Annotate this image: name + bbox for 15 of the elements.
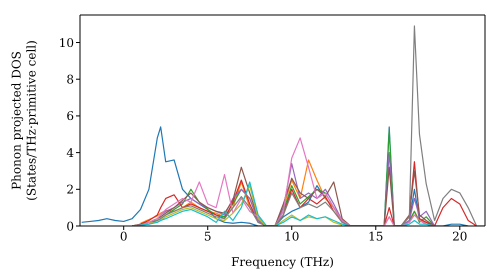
x-tick-label: 0 (120, 230, 128, 244)
y-tick-label: 0 (66, 219, 74, 234)
y-tick-label: 8 (66, 72, 74, 86)
x-tick-label: 20 (452, 230, 468, 244)
x-tick-label: 5 (204, 230, 212, 244)
x-tick-label: 15 (368, 230, 384, 244)
x-tick-label: 10 (284, 230, 300, 244)
y-axis-title: Phonon projected DOS (States/THz·primitive cell) (10, 40, 38, 201)
y-tick-label: 4 (66, 146, 74, 160)
line-series (131, 181, 436, 226)
line-series (148, 185, 343, 226)
y-tick-label: 6 (66, 109, 74, 124)
y-tick-label: 2 (66, 182, 74, 197)
y-tick-label: 10 (58, 36, 74, 50)
x-axis-title: Frequency (THz) (231, 255, 334, 269)
